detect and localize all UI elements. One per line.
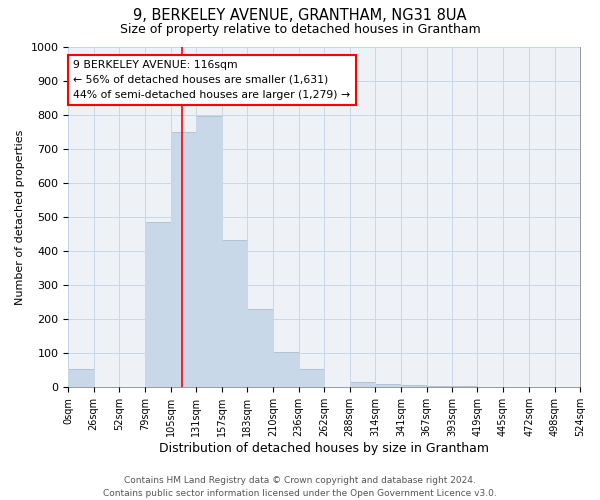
Bar — [196, 116, 221, 388]
Bar — [503, 386, 529, 388]
Bar — [145, 222, 171, 388]
X-axis label: Distribution of detached houses by size in Grantham: Distribution of detached houses by size … — [159, 442, 489, 455]
Bar — [375, 384, 401, 388]
Bar — [427, 386, 452, 388]
Bar — [247, 309, 274, 388]
Bar — [221, 240, 247, 388]
Text: Size of property relative to detached houses in Grantham: Size of property relative to detached ho… — [119, 22, 481, 36]
Text: 9 BERKELEY AVENUE: 116sqm
← 56% of detached houses are smaller (1,631)
44% of se: 9 BERKELEY AVENUE: 116sqm ← 56% of detac… — [73, 60, 350, 100]
Text: 9, BERKELEY AVENUE, GRANTHAM, NG31 8UA: 9, BERKELEY AVENUE, GRANTHAM, NG31 8UA — [133, 8, 467, 22]
Bar — [274, 352, 299, 388]
Bar — [68, 368, 94, 388]
Text: Contains HM Land Registry data © Crown copyright and database right 2024.
Contai: Contains HM Land Registry data © Crown c… — [103, 476, 497, 498]
Bar — [299, 368, 324, 388]
Bar — [171, 132, 196, 388]
Bar — [452, 386, 478, 388]
Bar — [478, 386, 503, 388]
Y-axis label: Number of detached properties: Number of detached properties — [15, 129, 25, 304]
Bar — [350, 382, 375, 388]
Bar — [401, 384, 427, 388]
